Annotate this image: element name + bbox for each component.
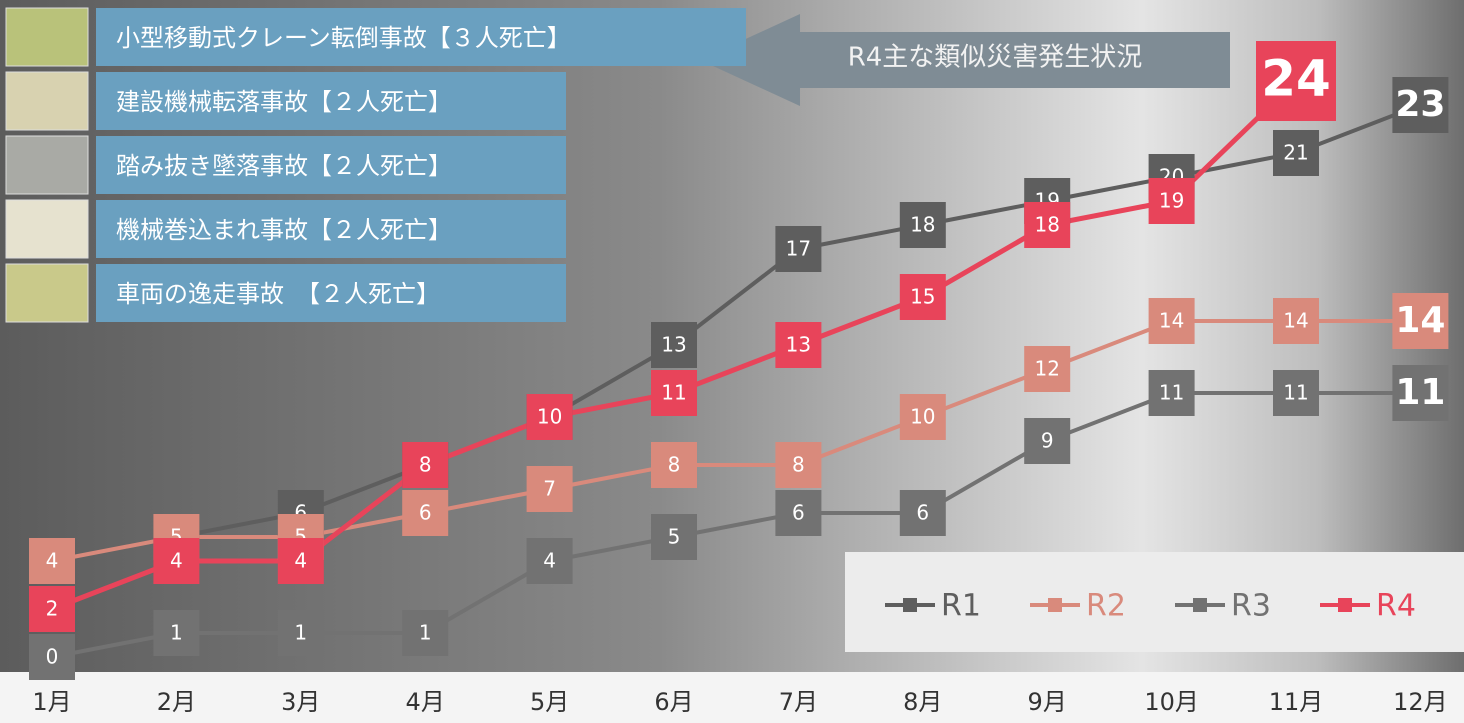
x-tick-label: 1月 (32, 688, 71, 716)
data-label: 9 (1041, 429, 1054, 453)
accident-label: 車両の逸走事故 【２人死亡】 (116, 280, 440, 308)
data-label: 18 (1034, 213, 1059, 237)
accident-label: 小型移動式クレーン転倒事故【３人死亡】 (116, 24, 571, 52)
data-label: 24 (1261, 50, 1331, 108)
thumbnail (6, 8, 88, 66)
data-label: 4 (170, 549, 183, 573)
x-tick-label: 8月 (903, 688, 942, 716)
x-tick-label: 12月 (1393, 688, 1448, 716)
data-label: 23 (1395, 84, 1445, 125)
x-tick-label: 2月 (157, 688, 196, 716)
x-tick-label: 9月 (1028, 688, 1067, 716)
data-label: 13 (661, 333, 686, 357)
data-label: 10 (537, 405, 562, 429)
accident-label: 建設機械転落事故【２人死亡】 (116, 88, 452, 116)
data-label: 4 (543, 549, 556, 573)
x-tick-label: 4月 (406, 688, 445, 716)
data-label: 14 (1283, 309, 1308, 333)
axis-band (0, 672, 1464, 723)
data-label: 8 (792, 453, 805, 477)
legend-box (845, 552, 1464, 652)
legend-label: R2 (1086, 589, 1126, 624)
data-label: 4 (294, 549, 307, 573)
data-label: 14 (1395, 300, 1445, 341)
data-label: 8 (419, 453, 432, 477)
data-label: 11 (1159, 381, 1184, 405)
data-label: 14 (1159, 309, 1184, 333)
data-label: 21 (1283, 141, 1308, 165)
page: {"chart_data": { "type": "line", "annota… (0, 0, 1464, 723)
legend-label: R4 (1376, 589, 1416, 624)
x-tick-label: 11月 (1269, 688, 1324, 716)
data-label: 11 (1395, 372, 1445, 413)
legend-marker (1338, 598, 1352, 612)
thumbnail (6, 264, 88, 322)
legend-marker (1048, 598, 1062, 612)
data-label: 1 (170, 621, 183, 645)
x-tick-label: 5月 (530, 688, 569, 716)
data-label: 13 (786, 333, 811, 357)
data-label: 8 (668, 453, 681, 477)
legend-marker (903, 598, 917, 612)
legend-marker (1193, 598, 1207, 612)
accident-label: 踏み抜き墜落事故【２人死亡】 (116, 152, 452, 180)
data-label: 18 (910, 213, 935, 237)
data-label: 1 (294, 621, 307, 645)
data-label: 11 (661, 381, 686, 405)
data-label: 6 (419, 501, 432, 525)
x-tick-label: 3月 (281, 688, 320, 716)
data-label: 1 (419, 621, 432, 645)
thumbnail (6, 72, 88, 130)
data-label: 0 (46, 645, 59, 669)
data-label: 19 (1159, 189, 1184, 213)
x-tick-label: 7月 (779, 688, 818, 716)
chart: R4主な類似災害発生状況 小型移動式クレーン転倒事故【３人死亡】建設機械転落事故… (0, 0, 1464, 723)
data-label: 15 (910, 285, 935, 309)
legend-label: R1 (941, 589, 981, 624)
thumbnail (6, 136, 88, 194)
data-label: 6 (792, 501, 805, 525)
data-label: 4 (46, 549, 59, 573)
x-tick-label: 6月 (654, 688, 693, 716)
data-label: 2 (46, 597, 59, 621)
thumbnail (6, 200, 88, 258)
accident-label: 機械巻込まれ事故【２人死亡】 (116, 216, 452, 244)
data-label: 5 (668, 525, 681, 549)
data-label: 12 (1034, 357, 1059, 381)
data-label: 6 (916, 501, 929, 525)
data-label: 11 (1283, 381, 1308, 405)
data-label: 7 (543, 477, 556, 501)
x-tick-label: 10月 (1144, 688, 1199, 716)
data-label: 10 (910, 405, 935, 429)
callout-text: R4主な類似災害発生状況 (848, 43, 1143, 73)
legend-label: R3 (1231, 589, 1271, 624)
data-label: 17 (786, 237, 811, 261)
